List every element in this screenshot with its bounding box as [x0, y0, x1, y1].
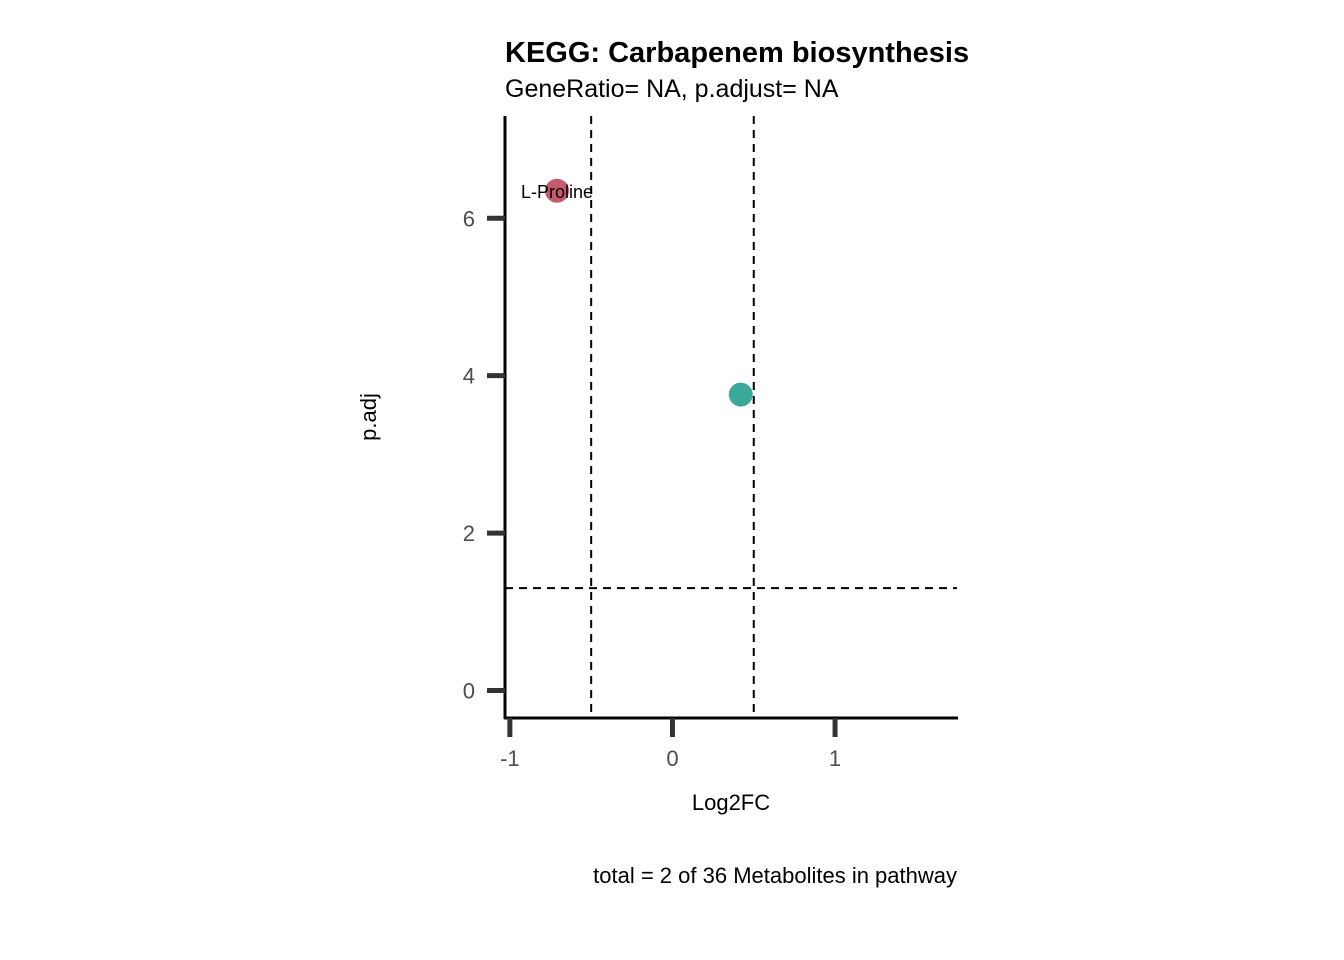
data-point-0	[545, 178, 570, 203]
y-tick-label: 2	[463, 521, 475, 546]
data-points: L-Proline	[521, 178, 753, 407]
reference-lines	[505, 116, 957, 718]
x-axis-label: Log2FC	[692, 790, 770, 815]
chart-caption: total = 2 of 36 Metabolites in pathway	[593, 863, 957, 888]
point-label: L-Proline	[521, 182, 593, 202]
y-tick-label: 0	[463, 678, 475, 703]
y-tick-label: 4	[463, 364, 475, 389]
axes	[503, 116, 958, 720]
y-axis-label: p.adj	[356, 393, 381, 441]
chart-title: KEGG: Carbapenem biosynthesis	[505, 37, 969, 69]
data-point-1	[728, 382, 753, 407]
y-tick-label: 6	[463, 206, 475, 231]
axis-ticks: -1 0 1 0 2 4 6	[463, 206, 841, 771]
x-tick-label: 0	[666, 746, 678, 771]
x-tick-label: -1	[500, 746, 520, 771]
chart-subtitle: GeneRatio= NA, p.adjust= NA	[505, 75, 839, 103]
x-tick-label: 1	[829, 746, 841, 771]
